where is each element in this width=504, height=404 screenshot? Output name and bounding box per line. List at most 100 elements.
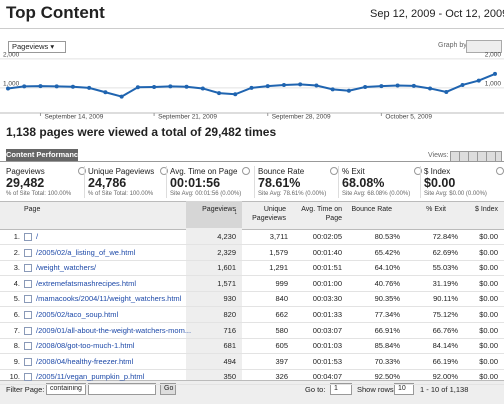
column-header[interactable]: $ Index	[475, 206, 498, 213]
cell: 00:01:03	[312, 341, 342, 351]
go-button[interactable]: Go	[160, 383, 176, 395]
cell: 00:01:40	[312, 247, 342, 257]
graph-by-buttons[interactable]	[466, 40, 502, 53]
page-link[interactable]: /weight_watchers/	[36, 263, 97, 273]
cell: 77.34%	[374, 310, 400, 319]
page-link[interactable]: /2005/11/vegan_pumpkin_p.html	[36, 372, 145, 382]
date-range[interactable]: Sep 12, 2009 - Oct 12, 2009	[370, 8, 504, 20]
row-icon[interactable]	[24, 342, 32, 351]
point	[379, 84, 384, 89]
cell: $0.00	[479, 294, 498, 304]
graph-by-label: Graph by:	[438, 42, 469, 49]
card-label: % Exit	[342, 167, 365, 176]
card-sub: Site Avg: 68.08% (0.00%)	[342, 191, 411, 197]
row-icon[interactable]	[24, 279, 32, 288]
page-link[interactable]: /2005/02/taco_soup.html	[36, 310, 119, 319]
cell: $0.00	[479, 310, 498, 319]
card-divider	[166, 166, 167, 198]
goto-input[interactable]: 1	[330, 383, 352, 395]
cell: 66.19%	[432, 356, 458, 366]
cell: 820	[223, 310, 236, 319]
view-buttons[interactable]	[450, 151, 502, 162]
x-tick-label: September 14, 2009	[44, 114, 103, 121]
page-link[interactable]: /2009/01/all-about-the-weight-watchers-m…	[36, 325, 192, 335]
metric-select-text: Pageviews	[12, 42, 49, 51]
row-icon[interactable]	[24, 357, 32, 366]
row-number: 6.	[13, 310, 20, 319]
row-icon[interactable]	[24, 311, 32, 319]
page-link[interactable]: /	[36, 232, 39, 241]
page-link[interactable]: /mamacooks/2004/11/weight_watchers.html	[36, 294, 182, 304]
column-header[interactable]: Bounce Rate	[351, 206, 392, 213]
column-header[interactable]: Avg. Time on Page	[301, 206, 342, 222]
card-value: 29,482	[6, 176, 45, 190]
point	[411, 83, 416, 88]
point	[38, 84, 43, 89]
row-line	[0, 337, 504, 339]
x-tick-label: September 28, 2009	[272, 114, 331, 121]
rows-select[interactable]: 10	[394, 383, 414, 395]
divider	[0, 28, 504, 29]
point	[346, 88, 351, 93]
row-icon[interactable]	[24, 248, 32, 257]
page-link[interactable]: /2005/02/a_listing_of_we.html	[36, 247, 136, 257]
point	[119, 94, 124, 99]
cell: $0.00	[479, 372, 498, 382]
cell: 00:02:05	[312, 232, 342, 241]
row-icon[interactable]	[24, 233, 32, 241]
y-tick-label: 1,000	[3, 81, 20, 88]
point	[395, 83, 400, 88]
point	[184, 84, 189, 89]
cell: 2,329	[217, 247, 236, 257]
column-header[interactable]: % Exit	[426, 206, 446, 213]
sorted-column-header	[186, 201, 242, 228]
card-help	[242, 167, 250, 175]
column-header[interactable]: Page	[24, 206, 41, 213]
cell: 75.12%	[432, 310, 458, 319]
cell: $0.00	[479, 232, 498, 241]
row-icon[interactable]	[24, 373, 32, 382]
point	[444, 89, 449, 94]
point	[22, 84, 27, 89]
column-header[interactable]: Pageviews	[202, 206, 236, 213]
point	[281, 82, 286, 87]
row-icon[interactable]	[24, 264, 32, 273]
row-icon[interactable]	[24, 326, 32, 335]
page-link[interactable]: /2008/04/healthy-freezer.html	[36, 356, 134, 366]
card-value: 68.08%	[342, 176, 385, 190]
column-header[interactable]: Unique Pageviews	[252, 206, 286, 222]
cell: 350	[223, 372, 236, 382]
row-line	[0, 275, 504, 277]
filter-input[interactable]	[88, 383, 156, 395]
cell: 716	[223, 325, 236, 335]
point	[87, 85, 92, 90]
metric-select[interactable]: Pageviews ▾	[8, 41, 66, 53]
tab[interactable]: Content Performance	[6, 149, 83, 161]
card-value: 24,786	[88, 176, 127, 190]
point	[314, 83, 319, 88]
summary: 1,138 pages were viewed a total of 29,48…	[6, 125, 277, 139]
page-title: Top Content	[6, 3, 105, 22]
cell: 1,579	[269, 247, 288, 257]
filter-mode[interactable]: containing	[46, 383, 86, 395]
y-tick-label-right: 1,000	[485, 81, 502, 88]
card-value: 00:01:56	[170, 176, 221, 190]
row-line	[0, 353, 504, 355]
table-header	[0, 201, 504, 230]
point	[135, 85, 140, 90]
cell: $0.00	[479, 325, 498, 335]
point	[249, 85, 254, 90]
cell: 00:01:53	[312, 356, 342, 366]
cell: 92.50%	[374, 372, 400, 382]
row-icon[interactable]	[24, 295, 32, 304]
cell: 84.14%	[432, 341, 458, 351]
row-line	[0, 244, 504, 245]
card-divider	[84, 166, 85, 198]
point	[428, 86, 433, 91]
point	[298, 82, 303, 87]
page-link[interactable]: /extremefatsmashrecipes.html	[36, 278, 137, 288]
page-link[interactable]: /2008/08/got-too-much-1.html	[36, 341, 135, 351]
card-help	[160, 167, 168, 175]
card-divider	[254, 166, 255, 198]
point	[460, 82, 465, 87]
